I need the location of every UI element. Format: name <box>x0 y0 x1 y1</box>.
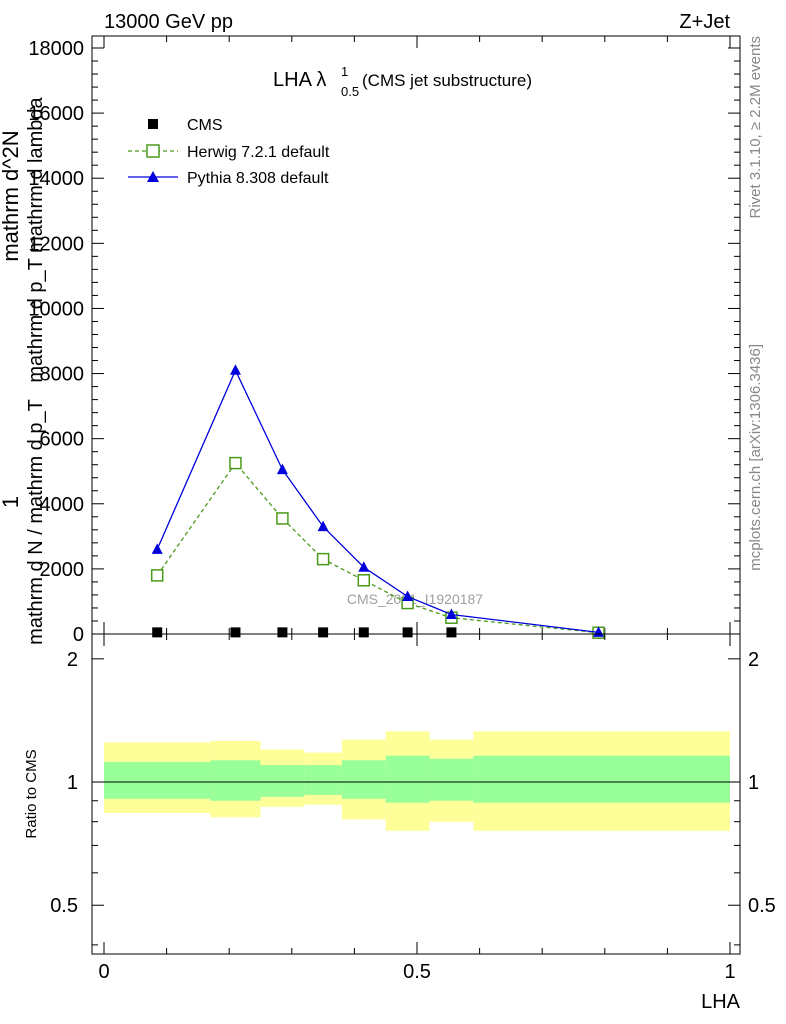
mcplots-label: mcplots.cern.ch [arXiv:1306.3436] <box>747 344 764 571</box>
legend-label: Herwig 7.2.1 default <box>187 144 330 161</box>
ylabel-line-1: 1 <box>0 496 23 508</box>
main-ytick-label: 4000 <box>40 494 85 516</box>
data-point <box>150 569 164 582</box>
data-point <box>358 561 370 572</box>
ylabel-line-3: mathrm d^2N <box>0 130 23 261</box>
ratio-panel: 0.5 0.5 1 1 2 2 0 0.5 1 <box>50 633 776 983</box>
data-point <box>276 512 289 525</box>
data-point <box>229 456 242 470</box>
data-point <box>230 627 241 638</box>
ratio-xtick-label: 0 <box>98 961 109 983</box>
series-line <box>156 462 599 634</box>
data-point <box>357 574 371 587</box>
ratio-band-inner <box>473 755 730 803</box>
main-ytick-label: 18000 <box>28 38 84 60</box>
legend-entry: Pythia 8.308 default <box>128 170 329 187</box>
series-open-square <box>150 456 605 639</box>
legend-marker <box>146 144 160 158</box>
header-right: Z+Jet <box>679 11 730 33</box>
main-panel: 0 2000 4000 6000 8000 10000 12000 14000 16000 180… <box>28 35 741 646</box>
ratio-ytick-label: 2 <box>67 649 78 671</box>
data-point <box>358 627 369 638</box>
main-ytick-label: 16000 <box>28 103 84 125</box>
ratio-band-inner <box>385 755 430 803</box>
data-point <box>229 364 241 375</box>
series-line <box>156 368 599 634</box>
main-ytick-label: 6000 <box>40 429 85 451</box>
legend-entry: CMS <box>148 117 223 134</box>
ratio-band-inner <box>210 760 261 801</box>
ratio-ytick-label-right: 2 <box>748 649 759 671</box>
title-main: LHA λ <box>273 69 326 91</box>
data-point <box>277 627 288 638</box>
title-rest: (CMS jet substructure) <box>362 71 532 90</box>
ratio-band-inner <box>104 761 211 799</box>
legend-marker <box>147 171 159 182</box>
ylabel-line-4: mathrm d p_T mathrm d lambda <box>25 96 47 382</box>
ratio-xtick-label: 1 <box>724 961 735 983</box>
data-point <box>402 590 414 602</box>
main-ylabel: 1 mathrm d N / mathrm d p_T mathrm d^2N … <box>0 96 47 644</box>
data-point <box>317 520 329 532</box>
ratio-band-inner <box>341 760 386 799</box>
data-point <box>402 627 413 638</box>
title-sup: 1 <box>341 64 348 79</box>
ratio-frame <box>91 633 741 955</box>
ratio-band-inner <box>429 758 474 801</box>
data-point <box>318 627 329 638</box>
data-point <box>446 627 457 638</box>
legend: CMS Herwig 7.2.1 default Pythia 8.308 defa… <box>128 117 330 187</box>
main-ytick-label: 10000 <box>28 298 84 320</box>
ratio-band-inner <box>304 765 342 795</box>
legend-entry: Herwig 7.2.1 default <box>128 144 330 161</box>
svg-text:LHA λ: LHA λ <box>273 69 326 91</box>
data-point <box>445 608 457 619</box>
ylabel-line-2: mathrm d N / mathrm d p_T <box>25 399 47 645</box>
ratio-ytick-label-right: 1 <box>748 772 759 794</box>
data-point <box>276 463 288 475</box>
ratio-ytick-label: 1 <box>67 772 78 794</box>
series-triangle <box>151 364 605 637</box>
ratio-ytick-label: 0.5 <box>50 895 78 917</box>
data-point <box>151 543 163 554</box>
header-left: 13000 GeV pp <box>104 11 233 33</box>
ratio-ytick-label-right: 0.5 <box>748 895 776 917</box>
series-square <box>152 627 604 639</box>
main-ytick-label: 14000 <box>28 168 84 190</box>
legend-marker <box>148 119 158 129</box>
main-ytick-label: 2000 <box>40 559 85 581</box>
main-ytick-label: 0 <box>73 624 84 646</box>
title-sub: 0.5 <box>341 84 359 99</box>
data-point <box>152 627 163 638</box>
legend-label: CMS <box>187 117 223 134</box>
chart-title: LHA λ 1 0.5 (CMS jet substructure) <box>273 64 532 99</box>
main-ytick-label: 12000 <box>28 233 84 255</box>
ratio-band-inner <box>260 765 305 797</box>
ratio-ylabel: Ratio to CMS <box>23 749 40 838</box>
data-point <box>316 552 330 566</box>
ratio-xtick-label: 0.5 <box>403 961 431 983</box>
x-axis-label: LHA <box>701 991 741 1013</box>
legend-label: Pythia 8.308 default <box>187 170 329 187</box>
rivet-label: Rivet 3.1.10, ≥ 2.2M events <box>747 36 764 219</box>
main-ytick-label: 8000 <box>40 364 85 386</box>
